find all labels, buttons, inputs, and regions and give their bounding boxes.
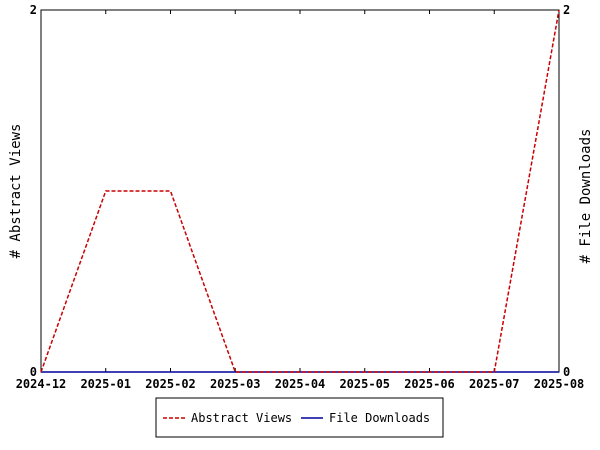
x-axis: 2024-12 2025-01 2025-02 2025-03 2025-04 2025-…: [16, 10, 585, 391]
x-tick-label: 2024-12: [16, 377, 67, 391]
y-tick-label: 0: [30, 365, 37, 379]
y2-tick-label: 2: [563, 3, 570, 17]
legend-box: [155, 397, 444, 438]
x-tick-label: 2025-03: [210, 377, 261, 391]
x-tick-label: 2025-02: [145, 377, 196, 391]
x-tick-label: 2025-06: [404, 377, 455, 391]
x-tick-label: 2025-01: [80, 377, 131, 391]
x-tick-label: 2025-05: [339, 377, 390, 391]
y-axis-label-right: # File Downloads: [578, 129, 594, 264]
x-tick-label: 2025-04: [275, 377, 326, 391]
y2-tick-label: 0: [563, 365, 570, 379]
series-layer: [40, 9, 560, 373]
x-tick-label: 2025-07: [469, 377, 520, 391]
x-tick-label: 2025-08: [534, 377, 585, 391]
legend-label: File Downloads: [329, 411, 430, 425]
legend: Abstract Views File Downloads: [155, 397, 444, 438]
legend-label: Abstract Views: [191, 411, 292, 425]
y-tick-label: 2: [30, 3, 37, 17]
y-axis-label-left: # Abstract Views: [8, 124, 24, 259]
series-line-abstract-views: [40, 9, 560, 373]
